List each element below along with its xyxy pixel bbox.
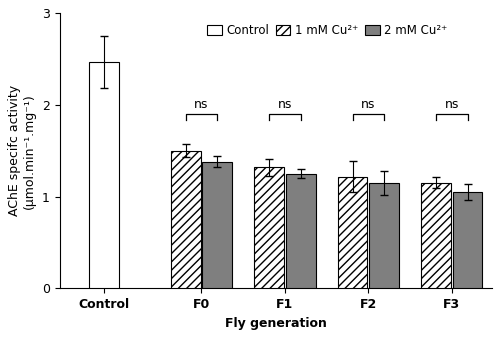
Bar <box>254 167 284 288</box>
Text: ns: ns <box>278 98 292 112</box>
Text: ns: ns <box>361 98 376 112</box>
Bar <box>452 192 482 288</box>
Bar <box>370 183 399 288</box>
Text: ns: ns <box>194 98 208 112</box>
Legend: Control, 1 mM Cu²⁺, 2 mM Cu²⁺: Control, 1 mM Cu²⁺, 2 mM Cu²⁺ <box>202 19 452 42</box>
Text: ns: ns <box>444 98 459 112</box>
Bar <box>202 162 232 288</box>
X-axis label: Fly generation: Fly generation <box>224 317 326 330</box>
Y-axis label: AChE specifc activity
(µmol.min⁻¹.mg⁻¹): AChE specifc activity (µmol.min⁻¹.mg⁻¹) <box>8 85 36 216</box>
Bar <box>286 174 316 288</box>
Bar <box>90 62 119 288</box>
Bar <box>338 176 368 288</box>
Bar <box>171 151 200 288</box>
Bar <box>421 183 451 288</box>
